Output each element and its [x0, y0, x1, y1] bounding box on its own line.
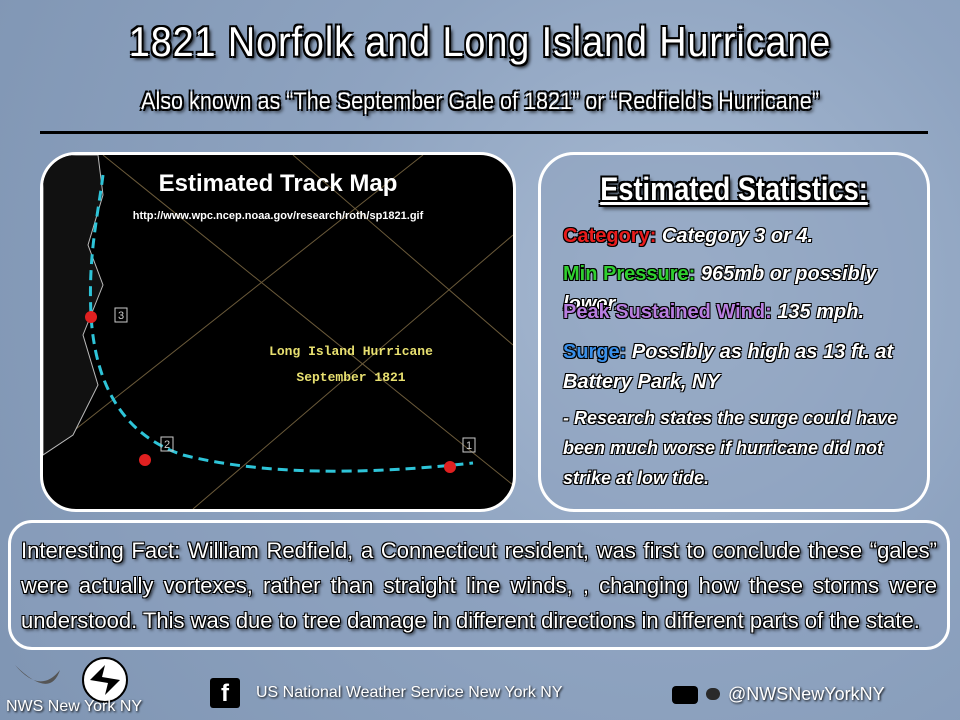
divider — [40, 131, 928, 134]
stat: Surge: Possibly as high as 13 ft. at Bat… — [563, 337, 923, 397]
stat-note: - Research states the surge could have b… — [563, 408, 898, 488]
fact-panel: Interesting Fact: William Redfield, a Co… — [8, 520, 950, 650]
office-name: NWS New York NY — [6, 698, 143, 715]
logo-bolt — [90, 665, 120, 695]
map-label: September 1821 — [296, 370, 405, 385]
storm-icon — [85, 311, 97, 323]
stat-label: Surge: — [563, 341, 627, 363]
stat-label: Category: — [563, 225, 657, 247]
facebook-icon[interactable]: f — [210, 678, 240, 708]
marker: 3 — [118, 310, 124, 322]
stat-value: 135 mph. — [777, 301, 865, 323]
coastline — [43, 155, 104, 456]
subtitle: Also known as “The September Gale of 182… — [141, 88, 819, 115]
grid-lines — [43, 155, 513, 509]
twitter-icon[interactable] — [706, 688, 720, 700]
markers: 1 2 3 — [114, 307, 476, 453]
storm-icon — [139, 454, 151, 466]
map-title: Estimated Track Map — [159, 170, 398, 197]
stat-label: Min Pressure: — [563, 263, 696, 285]
stat: Min Pressure: 965mb or possibly lower. — [563, 259, 923, 319]
stat: Peak Sustained Wind: 135 mph. — [563, 297, 923, 327]
stat: Category: Category 3 or 4. — [563, 221, 923, 251]
marker: 2 — [164, 439, 170, 451]
title: 1821 Norfolk and Long Island Hurricane — [128, 18, 832, 65]
stats-panel: Estimated Statistics: Category: Category… — [538, 152, 930, 512]
youtube-icon[interactable] — [672, 686, 698, 704]
fact-text: Interesting Fact: William Redfield, a Co… — [21, 538, 937, 633]
stats-title: Estimated Statistics: — [600, 171, 868, 207]
map-svg: 1 2 3 Estimated Track Map http://www.wpc… — [43, 155, 513, 509]
stat-value: Possibly as high as 13 ft. at Battery Pa… — [563, 341, 894, 393]
facebook-name[interactable]: US National Weather Service New York NY — [256, 684, 563, 701]
stat-value: Category 3 or 4. — [661, 225, 814, 247]
marker: 1 — [466, 440, 472, 452]
handle[interactable]: @NWSNewYorkNY — [728, 684, 885, 704]
logo-shape — [15, 665, 60, 684]
logo — [15, 657, 128, 703]
track-map: 1 2 3 Estimated Track Map http://www.wpc… — [40, 152, 516, 512]
stat-label: Peak Sustained Wind: — [563, 301, 772, 323]
storm-icon — [444, 461, 456, 473]
stat-value: 965mb or possibly lower. — [563, 263, 877, 315]
track — [89, 174, 474, 473]
map-url: http://www.wpc.ncep.noaa.gov/research/ro… — [133, 210, 424, 222]
map-label: Long Island Hurricane — [269, 344, 433, 359]
